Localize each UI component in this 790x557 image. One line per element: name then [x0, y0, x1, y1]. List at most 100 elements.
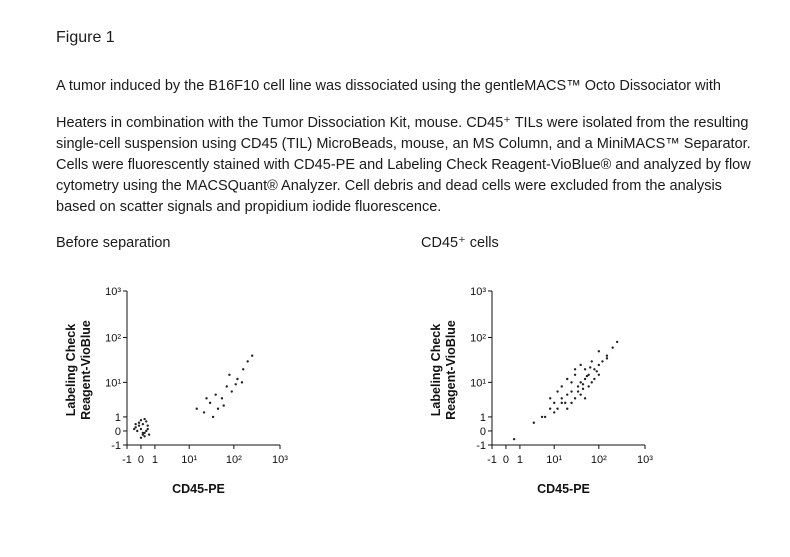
point [137, 424, 141, 427]
point [573, 397, 577, 400]
point [205, 397, 208, 400]
point [605, 357, 609, 360]
point [147, 433, 151, 436]
x-tick-label: 10³ [272, 454, 288, 466]
point [583, 368, 587, 371]
point [236, 377, 239, 381]
point [566, 407, 569, 410]
point [146, 424, 149, 427]
point [548, 397, 552, 400]
x-tick-label: 1 [152, 454, 158, 466]
point [605, 354, 609, 357]
point [576, 385, 580, 388]
point [560, 401, 563, 405]
point [240, 381, 244, 384]
point [615, 340, 619, 344]
point [576, 390, 580, 393]
point [220, 397, 224, 400]
point [564, 401, 567, 405]
point [611, 346, 614, 349]
point [132, 427, 136, 431]
panel-title: Before separation [56, 235, 170, 251]
x-tick-label: 0 [138, 454, 144, 466]
x-axis-label: CD45-PE [537, 482, 590, 496]
y-tick-label: 0 [480, 426, 486, 438]
x-tick-label: 10¹ [546, 454, 562, 466]
point [553, 401, 556, 405]
point [583, 397, 587, 400]
caption-line: Heaters in combination with the Tumor Di… [56, 115, 748, 131]
panel-title: CD45⁺ cells [421, 235, 499, 251]
y-axis-label: Reagent-VioBlue [444, 320, 458, 420]
point [139, 427, 143, 431]
point [556, 390, 559, 393]
point [556, 407, 559, 410]
y-tick-label: 10¹ [470, 377, 486, 389]
y-tick-label: -1 [111, 440, 121, 452]
y-tick-label: 10² [105, 332, 121, 344]
y-axis-label: Labeling Check [429, 324, 443, 416]
point [585, 374, 589, 378]
caption-line: Cells were fluorescently stained with CD… [56, 157, 751, 173]
y-axis-label: Reagent-VioBlue [79, 320, 93, 420]
point [589, 366, 592, 369]
point [581, 383, 585, 386]
point [583, 377, 587, 381]
y-tick-label: 1 [480, 412, 486, 424]
point [566, 377, 569, 381]
point [145, 420, 148, 423]
point [587, 373, 590, 376]
point [134, 422, 137, 426]
point [246, 360, 249, 363]
point [597, 350, 601, 353]
figure-title: Figure 1 [56, 29, 115, 46]
point [579, 363, 582, 367]
point [566, 393, 569, 396]
caption-line: cytometry using the MACSQuant® Analyzer.… [56, 178, 722, 194]
y-tick-label: 10² [470, 332, 486, 344]
x-tick-label: 10³ [637, 454, 653, 466]
point [225, 385, 228, 388]
point [143, 431, 146, 435]
point [593, 377, 596, 381]
point [139, 419, 143, 422]
point [573, 373, 577, 376]
point [202, 411, 206, 414]
point [548, 407, 552, 410]
point [230, 390, 233, 393]
caption-line: A tumor induced by the B16F10 cell line … [56, 78, 721, 94]
y-tick-label: 10¹ [105, 377, 121, 389]
point [143, 417, 146, 421]
point [593, 368, 596, 371]
point [211, 415, 215, 419]
point [136, 429, 139, 433]
point [570, 390, 573, 393]
y-tick-label: 10³ [470, 286, 486, 298]
x-tick-label: -1 [122, 454, 132, 466]
point [141, 431, 145, 435]
point [143, 435, 146, 438]
point [581, 387, 585, 391]
point [579, 393, 582, 396]
caption-line: single-cell suspension using CD45 (TIL) … [56, 136, 751, 152]
point [145, 429, 148, 433]
point [195, 407, 198, 410]
point [543, 415, 547, 419]
point [242, 368, 245, 371]
point [597, 373, 601, 376]
x-tick-label: 1 [517, 454, 523, 466]
point [216, 407, 220, 410]
point [134, 426, 137, 429]
point [601, 360, 604, 363]
y-tick-label: 1 [115, 412, 121, 424]
point [579, 381, 582, 384]
x-tick-label: 10² [591, 454, 607, 466]
point [573, 368, 577, 371]
point [590, 360, 593, 363]
point [208, 401, 212, 405]
point [141, 433, 145, 436]
point [532, 421, 536, 424]
y-axis-label: Labeling Check [64, 324, 78, 416]
